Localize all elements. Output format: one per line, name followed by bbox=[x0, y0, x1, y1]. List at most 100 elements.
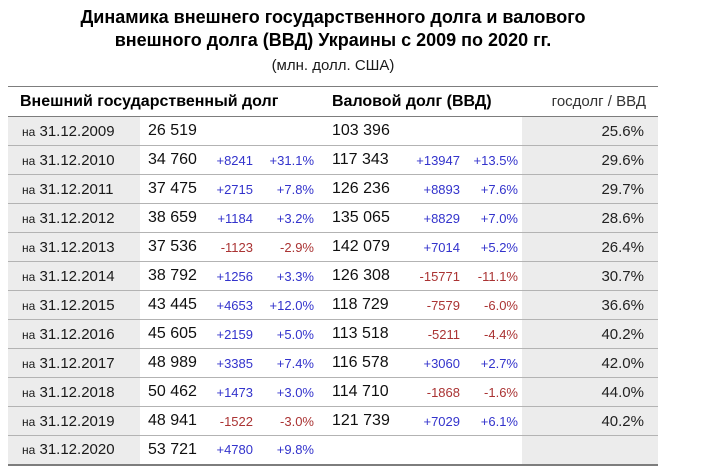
date-prefix: на bbox=[22, 269, 36, 284]
date-prefix: на bbox=[22, 298, 36, 313]
table-row: на 31.12.2019 48 941 -1522 -3.0% 121 739… bbox=[8, 406, 658, 436]
table-row: на 31.12.2020 53 721 +4780 +9.8% bbox=[8, 435, 658, 465]
row-date: на 31.12.2013 bbox=[8, 232, 140, 262]
date-prefix: на bbox=[22, 240, 36, 255]
date-prefix: на bbox=[22, 443, 36, 458]
debt-ratio-value: 44.0% bbox=[522, 377, 658, 407]
gov-debt-change-abs bbox=[215, 117, 253, 146]
gross-debt-value: 118 729 bbox=[332, 296, 389, 313]
gross-debt-change-pct: +7.0% bbox=[480, 210, 518, 226]
gov-debt-change-abs: -1123 bbox=[220, 239, 253, 255]
page-title: Динамика внешнего государственного долга… bbox=[8, 6, 658, 74]
gross-debt-value: 113 518 bbox=[332, 325, 389, 342]
date-value: 31.12.2009 bbox=[39, 122, 115, 140]
column-header-gross-debt: Валовой долг (ВВД) bbox=[332, 92, 492, 110]
table-row: на 31.12.2009 26 519 103 396 25.6% bbox=[8, 116, 658, 146]
gov-debt-change-abs: +1184 bbox=[217, 210, 253, 226]
debt-table: Внешний государственный долг Валовой дол… bbox=[8, 86, 658, 466]
gov-debt-change-pct: +3.3% bbox=[276, 268, 314, 284]
gov-debt-change-pct: +3.0% bbox=[276, 384, 314, 400]
row-date: на 31.12.2017 bbox=[8, 348, 140, 378]
gross-debt-change-pct bbox=[460, 117, 522, 146]
gov-debt-value: 38 659 bbox=[148, 209, 197, 226]
date-prefix: на bbox=[22, 385, 36, 400]
debt-ratio-value: 40.2% bbox=[522, 319, 658, 349]
row-date: на 31.12.2011 bbox=[8, 174, 140, 204]
debt-ratio-value: 30.7% bbox=[522, 261, 658, 291]
date-value: 31.12.2019 bbox=[39, 412, 115, 430]
title-line-2: внешного долга (ВВД) Украины с 2009 по 2… bbox=[114, 30, 552, 50]
gross-debt-value: 116 578 bbox=[332, 354, 389, 371]
gov-debt-change-abs: +4780 bbox=[216, 442, 253, 458]
row-date: на 31.12.2020 bbox=[8, 435, 140, 465]
row-date: на 31.12.2012 bbox=[8, 203, 140, 233]
debt-ratio-value bbox=[522, 435, 658, 465]
date-value: 31.12.2010 bbox=[39, 151, 115, 169]
table-row: на 31.12.2013 37 536 -1123 -2.9% 142 079… bbox=[8, 232, 658, 262]
gov-debt-value: 34 760 bbox=[148, 151, 197, 168]
debt-ratio-value: 25.6% bbox=[522, 116, 658, 146]
gov-debt-change-pct: +5.0% bbox=[276, 326, 314, 342]
title-line-1: Динамика внешнего государственного долга… bbox=[80, 7, 586, 27]
gov-debt-change-pct: +7.8% bbox=[276, 181, 314, 197]
gross-debt-change-abs: +13947 bbox=[416, 152, 460, 168]
gov-debt-change-pct: +12.0% bbox=[269, 297, 314, 313]
gross-debt-change-abs: -7579 bbox=[426, 297, 460, 313]
gov-debt-change-pct: -2.9% bbox=[280, 239, 314, 255]
gross-debt-change-pct: -4.4% bbox=[484, 326, 518, 342]
row-date: на 31.12.2014 bbox=[8, 261, 140, 291]
gross-debt-value: 142 079 bbox=[332, 238, 390, 255]
gross-debt-value: 135 065 bbox=[332, 209, 390, 226]
gov-debt-change-pct: -3.0% bbox=[280, 413, 314, 429]
table-row: на 31.12.2018 50 462 +1473 +3.0% 114 710… bbox=[8, 377, 658, 407]
row-date: на 31.12.2016 bbox=[8, 319, 140, 349]
table-row: на 31.12.2014 38 792 +1256 +3.3% 126 308… bbox=[8, 261, 658, 291]
gross-debt-change-pct: -1.6% bbox=[484, 384, 518, 400]
gov-debt-change-pct: +31.1% bbox=[269, 152, 314, 168]
gross-debt-value: 103 396 bbox=[332, 122, 390, 139]
date-value: 31.12.2014 bbox=[39, 267, 115, 285]
gross-debt-value: 121 739 bbox=[332, 412, 390, 429]
column-header-gov-debt: Внешний государственный долг bbox=[20, 92, 279, 110]
gross-debt-change-abs: +8829 bbox=[423, 210, 460, 226]
table-row: на 31.12.2017 48 989 +3385 +7.4% 116 578… bbox=[8, 348, 658, 378]
title-units: (млн. долл. США) bbox=[271, 57, 395, 74]
debt-ratio-value: 29.6% bbox=[522, 145, 658, 175]
date-value: 31.12.2015 bbox=[39, 296, 115, 314]
date-prefix: на bbox=[22, 414, 36, 429]
gov-debt-value: 50 462 bbox=[148, 383, 197, 400]
gov-debt-change-abs: -1522 bbox=[219, 413, 253, 429]
date-prefix: на bbox=[22, 124, 36, 139]
gross-debt-change-pct bbox=[460, 436, 522, 465]
debt-ratio-value: 26.4% bbox=[522, 232, 658, 262]
gross-debt-change-abs: -15771 bbox=[419, 268, 460, 284]
table-row: на 31.12.2016 45 605 +2159 +5.0% 113 518… bbox=[8, 319, 658, 349]
gross-debt-change-pct: -6.0% bbox=[484, 297, 518, 313]
gross-debt-change-abs: +7014 bbox=[423, 239, 460, 255]
table-row: на 31.12.2012 38 659 +1184 +3.2% 135 065… bbox=[8, 203, 658, 233]
debt-statistics-page: Динамика внешнего государственного долга… bbox=[8, 6, 658, 466]
date-value: 31.12.2017 bbox=[39, 354, 115, 372]
date-prefix: на bbox=[22, 153, 36, 168]
table-row: на 31.12.2011 37 475 +2715 +7.8% 126 236… bbox=[8, 174, 658, 204]
gov-debt-value: 38 792 bbox=[148, 267, 197, 284]
table-header-row: Внешний государственный долг Валовой дол… bbox=[8, 86, 658, 117]
gross-debt-change-abs: +8893 bbox=[423, 181, 460, 197]
gross-debt-change-pct: +6.1% bbox=[480, 413, 518, 429]
gov-debt-value: 43 445 bbox=[148, 296, 197, 313]
gross-debt-change-abs bbox=[412, 436, 460, 465]
gov-debt-value: 37 475 bbox=[148, 180, 197, 197]
gross-debt-change-pct: +7.6% bbox=[480, 181, 518, 197]
date-prefix: на bbox=[22, 327, 36, 342]
debt-ratio-value: 36.6% bbox=[522, 290, 658, 320]
date-value: 31.12.2012 bbox=[39, 209, 115, 227]
row-date: на 31.12.2019 bbox=[8, 406, 140, 436]
date-value: 31.12.2016 bbox=[39, 325, 115, 343]
gov-debt-value: 37 536 bbox=[148, 238, 197, 255]
gross-debt-value bbox=[318, 436, 412, 465]
gross-debt-change-abs: +3060 bbox=[423, 355, 460, 371]
table-row: на 31.12.2015 43 445 +4653 +12.0% 118 72… bbox=[8, 290, 658, 320]
gov-debt-value: 53 721 bbox=[148, 440, 197, 458]
gross-debt-change-pct: +2.7% bbox=[480, 355, 518, 371]
gov-debt-value: 26 519 bbox=[148, 122, 197, 139]
